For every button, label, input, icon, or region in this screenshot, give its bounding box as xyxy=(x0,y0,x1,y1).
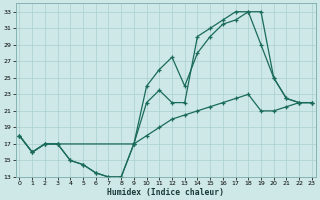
X-axis label: Humidex (Indice chaleur): Humidex (Indice chaleur) xyxy=(107,188,224,197)
